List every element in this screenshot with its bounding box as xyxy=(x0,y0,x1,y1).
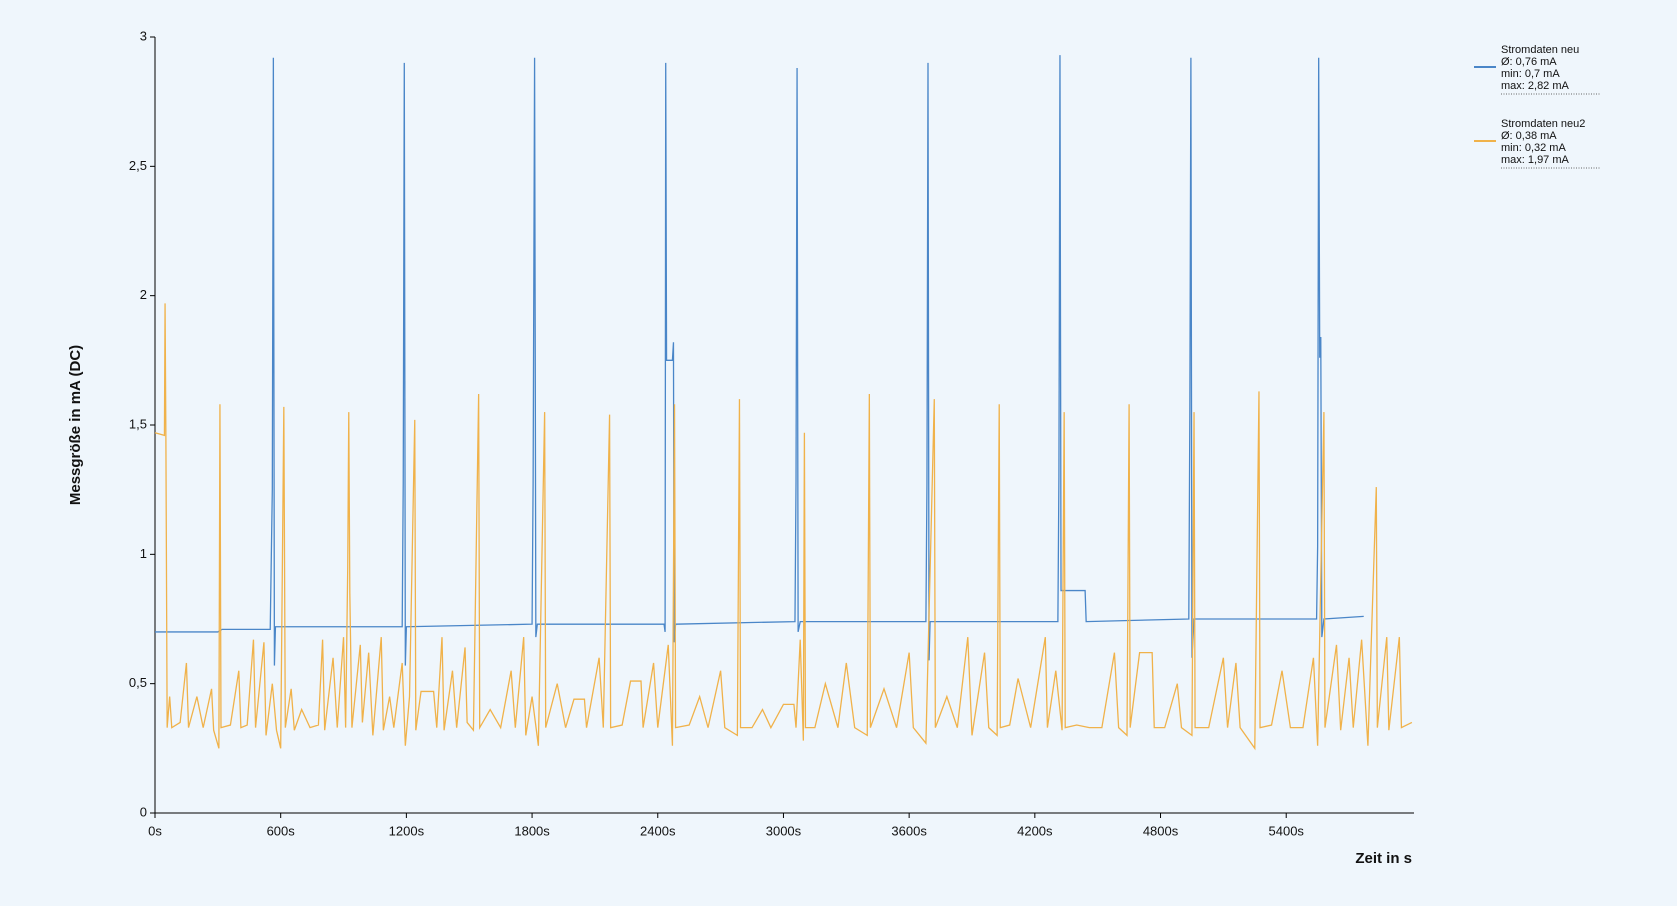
x-tick-label: 600s xyxy=(267,823,296,838)
y-tick-label: 1 xyxy=(140,546,147,561)
legend-label: Stromdaten neu2 xyxy=(1501,118,1585,130)
y-axis-title: Messgröße in mA (DC) xyxy=(67,345,84,505)
y-tick-label: 2,5 xyxy=(129,158,147,173)
legend-stat: min: 0,32 mA xyxy=(1501,142,1566,154)
y-tick-label: 1,5 xyxy=(129,416,147,431)
legend-label: Stromdaten neu xyxy=(1501,44,1579,56)
x-tick-label: 4800s xyxy=(1143,823,1179,838)
y-tick-label: 0,5 xyxy=(129,675,147,690)
x-tick-label: 2400s xyxy=(640,823,676,838)
legend-stat: max: 1,97 mA xyxy=(1501,154,1570,166)
x-tick-label: 1200s xyxy=(389,823,425,838)
y-tick-label: 3 xyxy=(140,28,147,43)
x-tick-label: 5400s xyxy=(1269,823,1305,838)
series-line xyxy=(155,55,1364,666)
y-tick-label: 2 xyxy=(140,287,147,302)
x-tick-label: 1800s xyxy=(514,823,550,838)
legend-stat: max: 2,82 mA xyxy=(1501,80,1570,92)
x-tick-label: 3000s xyxy=(766,823,802,838)
legend-stat: Ø: 0,38 mA xyxy=(1501,130,1557,142)
series-line xyxy=(154,303,1413,751)
x-tick-label: 4200s xyxy=(1017,823,1053,838)
x-axis-title: Zeit in s xyxy=(1355,850,1412,867)
legend-stat: Ø: 0,76 mA xyxy=(1501,56,1557,68)
y-tick-label: 0 xyxy=(140,804,147,819)
x-tick-label: 0s xyxy=(148,823,162,838)
x-tick-label: 3600s xyxy=(891,823,927,838)
legend-stat: min: 0,7 mA xyxy=(1501,68,1560,80)
